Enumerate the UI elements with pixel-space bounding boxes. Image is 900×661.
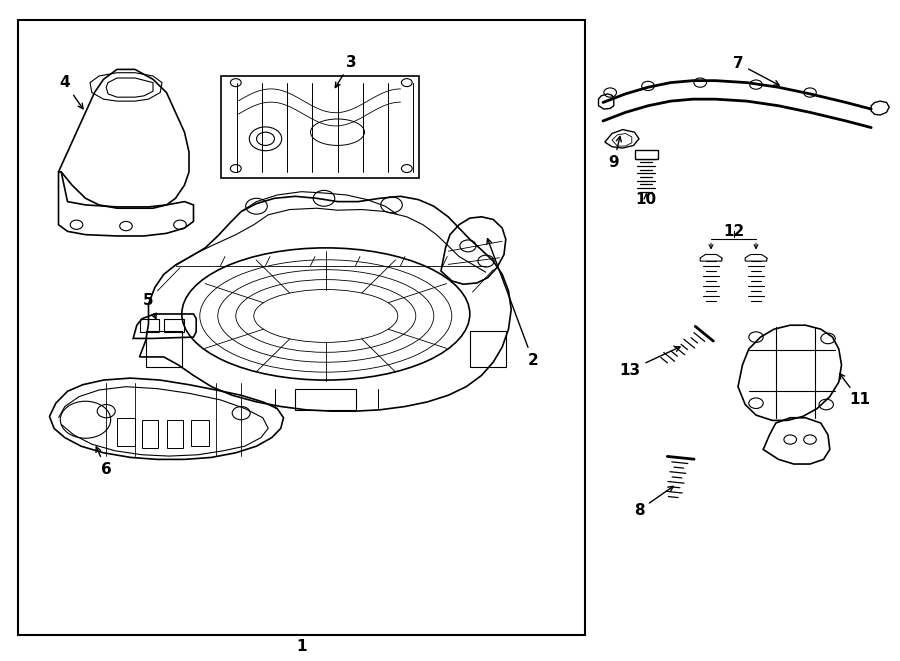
Text: 11: 11	[840, 373, 870, 407]
Polygon shape	[745, 254, 767, 261]
Text: 10: 10	[635, 192, 657, 207]
Text: 5: 5	[143, 293, 157, 319]
Text: 2: 2	[487, 239, 538, 368]
Text: 9: 9	[608, 136, 621, 170]
Text: 8: 8	[634, 486, 673, 518]
Bar	[18, 20, 585, 635]
Text: 13: 13	[619, 347, 680, 377]
Polygon shape	[700, 254, 722, 261]
Bar	[164, 319, 184, 332]
Text: 4: 4	[59, 75, 83, 109]
Bar	[220, 76, 418, 178]
Text: 3: 3	[336, 55, 356, 87]
Bar	[191, 420, 209, 446]
Text: 12: 12	[723, 224, 744, 239]
Text: 1: 1	[296, 639, 307, 654]
Bar	[634, 150, 658, 159]
Bar	[117, 418, 135, 446]
Bar	[140, 319, 159, 332]
Bar	[142, 420, 158, 448]
Text: 7: 7	[733, 56, 779, 85]
Bar	[166, 420, 183, 448]
Bar	[146, 330, 182, 367]
Bar	[470, 330, 506, 367]
Text: 6: 6	[96, 447, 112, 477]
Bar	[295, 389, 356, 410]
